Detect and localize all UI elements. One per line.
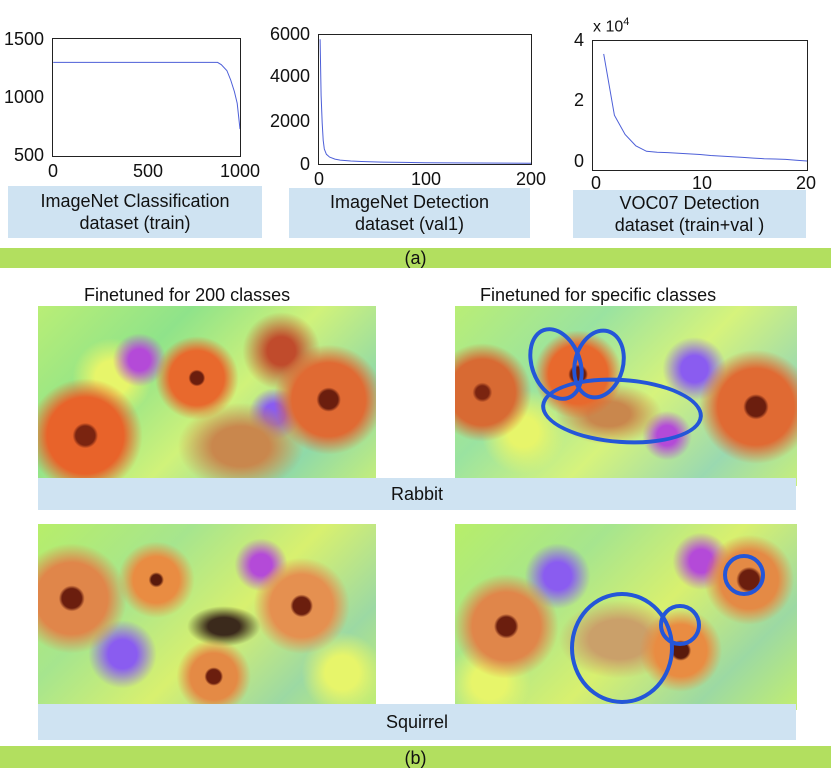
chart-svg — [603, 53, 807, 162]
x-tick-label: 1000 — [219, 161, 261, 181]
y-tick-label: 500 — [13, 145, 44, 165]
chart-svg — [53, 61, 240, 130]
y-tick-label: 0 — [299, 154, 310, 174]
x-tick-label: 500 — [132, 161, 164, 181]
y-tick-label: 4000 — [269, 66, 310, 86]
panel-a-bar — [0, 248, 831, 268]
highlight-ellipse — [570, 592, 674, 704]
exponent-power: 4 — [623, 16, 630, 28]
y-tick-label: 0 — [573, 151, 584, 171]
y-tick-label: 2000 — [269, 111, 310, 131]
panel-a-label: (a) — [404, 248, 427, 268]
chart-svg — [319, 39, 531, 164]
chart-caption: ImageNet Detection dataset (val1) — [289, 188, 530, 238]
x-tick-label: 0 — [313, 169, 325, 189]
axis-exponent: x 104 — [593, 14, 629, 35]
y-tick-label: 1500 — [3, 29, 44, 49]
highlight-ellipse — [723, 554, 765, 596]
chart-caption: VOC07 Detection dataset (train+val ) — [573, 190, 806, 238]
y-tick-label: 4 — [573, 30, 584, 50]
x-tick-label: 20 — [795, 173, 817, 193]
squirrel-visualization-200-classes — [38, 524, 376, 710]
exponent-base: x 10 — [593, 18, 624, 36]
rabbit-visualization-200-classes — [38, 306, 376, 486]
series-line — [319, 39, 531, 164]
squirrel-visualization-specific-classes — [455, 524, 797, 710]
x-tick-label: 200 — [515, 169, 547, 189]
highlight-ellipse — [538, 372, 706, 450]
class-label-squirrel: Squirrel — [38, 704, 796, 740]
column-title-200-classes: Finetuned for 200 classes — [84, 285, 291, 305]
series-line — [53, 61, 240, 130]
y-tick-label: 2 — [573, 90, 584, 110]
plot-area — [318, 34, 532, 165]
highlight-ellipse — [659, 604, 701, 646]
plot-area — [592, 40, 808, 171]
x-tick-label: 100 — [410, 169, 442, 189]
column-title-specific-classes: Finetuned for specific classes — [480, 285, 717, 305]
plot-area — [52, 38, 241, 157]
y-tick-label: 6000 — [269, 24, 310, 44]
panel-b-label: (b) — [404, 748, 427, 768]
y-tick-label: 1000 — [3, 87, 44, 107]
series-line — [603, 53, 807, 162]
x-tick-label: 0 — [47, 161, 59, 181]
x-tick-label: 10 — [691, 173, 713, 193]
x-tick-label: 0 — [590, 173, 602, 193]
class-label-rabbit: Rabbit — [38, 478, 796, 510]
panel-b-bar — [0, 746, 831, 768]
chart-caption: ImageNet Classification dataset (train) — [8, 186, 262, 238]
rabbit-visualization-specific-classes — [455, 306, 797, 486]
